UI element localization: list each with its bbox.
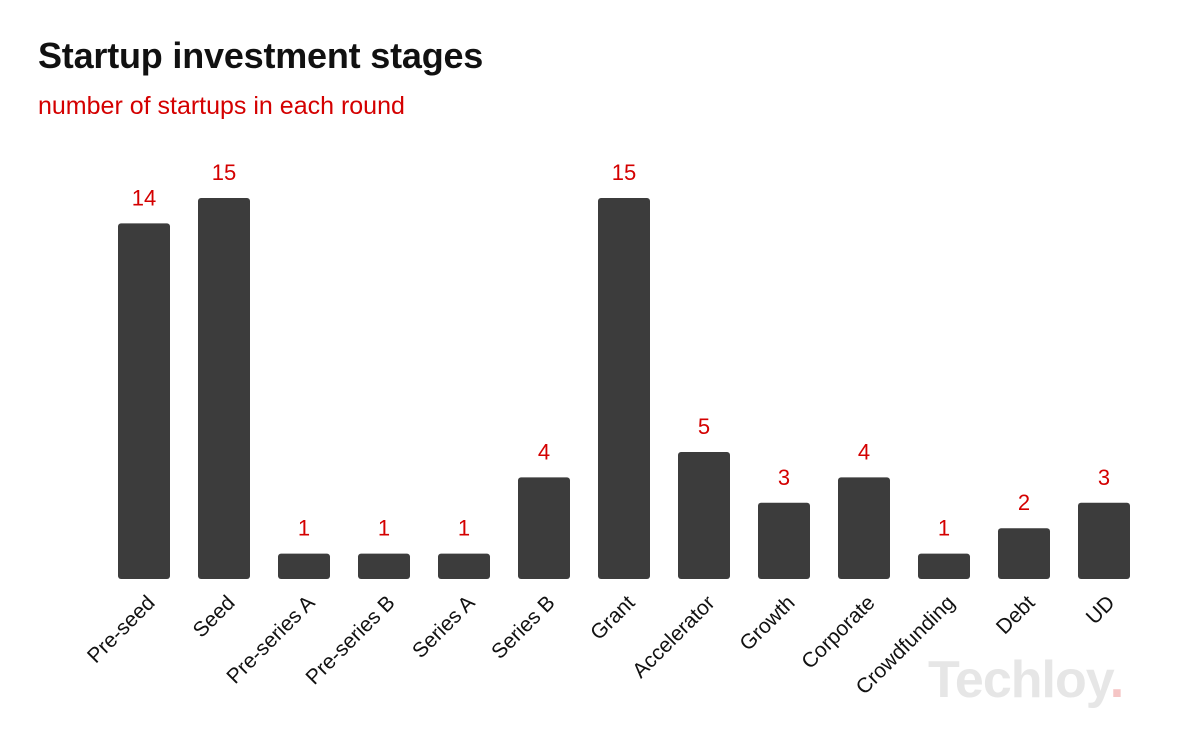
- value-label: 14: [132, 185, 156, 210]
- bar-ud: [1078, 502, 1130, 579]
- value-label: 15: [612, 160, 636, 185]
- bar-debt: [998, 528, 1050, 579]
- x-tick-label: Accelerator: [628, 591, 719, 682]
- bar-pre-series-a: [278, 553, 330, 579]
- x-tick-label: UD: [1082, 591, 1120, 629]
- value-label: 1: [938, 516, 950, 541]
- bar-growth: [758, 502, 810, 579]
- bar-seed: [198, 198, 250, 579]
- bar-accelerator: [678, 452, 730, 579]
- x-tick-label: Seed: [189, 591, 240, 642]
- bar-pre-series-b: [358, 553, 410, 579]
- chart-title: Startup investment stages: [38, 35, 484, 76]
- bar-pre-seed: [118, 223, 170, 579]
- value-label: 4: [858, 439, 870, 464]
- value-label: 3: [778, 465, 790, 490]
- chart-subtitle: number of startups in each round: [38, 92, 405, 120]
- watermark-text: Techloy: [928, 651, 1111, 709]
- x-tick-label: Series A: [408, 591, 480, 663]
- bar-grant: [598, 198, 650, 579]
- x-tick-label: Series B: [487, 591, 559, 663]
- bar-series-b: [518, 477, 570, 579]
- value-label: 1: [378, 516, 390, 541]
- value-label: 1: [298, 516, 310, 541]
- bar-corporate: [838, 477, 890, 579]
- bar-series-a: [438, 553, 490, 579]
- value-label: 1: [458, 516, 470, 541]
- value-label: 2: [1018, 490, 1030, 515]
- x-tick-label: Pre-seed: [83, 591, 160, 668]
- x-tick-label: Grant: [586, 591, 640, 645]
- value-label: 3: [1098, 465, 1110, 490]
- watermark-dot: .: [1109, 651, 1124, 709]
- x-tick-label: Growth: [735, 591, 799, 655]
- brand-watermark: Techloy.: [928, 650, 1124, 710]
- x-tick-label: Debt: [992, 591, 1040, 639]
- x-tick-label: Corporate: [797, 591, 879, 673]
- bar-crowdfunding: [918, 553, 970, 579]
- value-label: 5: [698, 414, 710, 439]
- value-label: 4: [538, 439, 550, 464]
- value-label: 15: [212, 160, 236, 185]
